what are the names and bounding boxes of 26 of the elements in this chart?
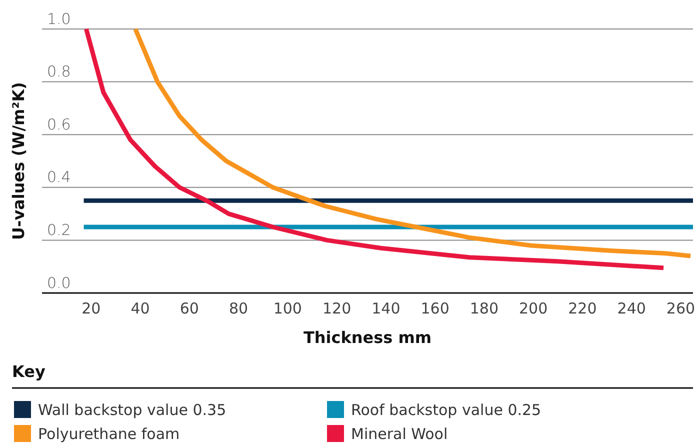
legend-label: Mineral Wool <box>351 425 448 443</box>
y-tick-label: 0.6 <box>47 115 71 134</box>
x-tick-label: 100 <box>273 300 302 318</box>
x-tick-label: 120 <box>322 300 352 318</box>
x-tick-label: 80 <box>228 300 248 318</box>
y-tick-label: 0.2 <box>47 220 71 239</box>
x-tick-label: 40 <box>130 300 150 318</box>
y-tick-label: 0.8 <box>47 62 71 81</box>
x-tick-label: 60 <box>180 300 199 318</box>
y-tick-label: 0.0 <box>47 274 71 292</box>
legend-label: Wall backstop value 0.35 <box>38 401 226 419</box>
y-tick-label: 1.0 <box>47 10 71 28</box>
legend-title: Key <box>12 362 46 381</box>
x-axis-title: Thickness mm <box>303 328 432 347</box>
x-tick-label: 260 <box>666 300 696 318</box>
y-tick-label: 0.4 <box>47 168 71 186</box>
legend-label: Polyurethane foam <box>38 425 180 443</box>
x-tick-label: 200 <box>519 300 548 318</box>
x-tick-label: 140 <box>372 300 400 318</box>
legend-label: Roof backstop value 0.25 <box>351 401 542 419</box>
x-tick-label: 160 <box>420 300 450 318</box>
x-tick-label: 180 <box>470 300 499 318</box>
y-axis-title: U-values (W/m²K) <box>9 82 28 240</box>
x-tick-label: 220 <box>568 300 597 318</box>
x-tick-label: 240 <box>617 300 646 318</box>
x-tick-label: 20 <box>82 300 101 318</box>
